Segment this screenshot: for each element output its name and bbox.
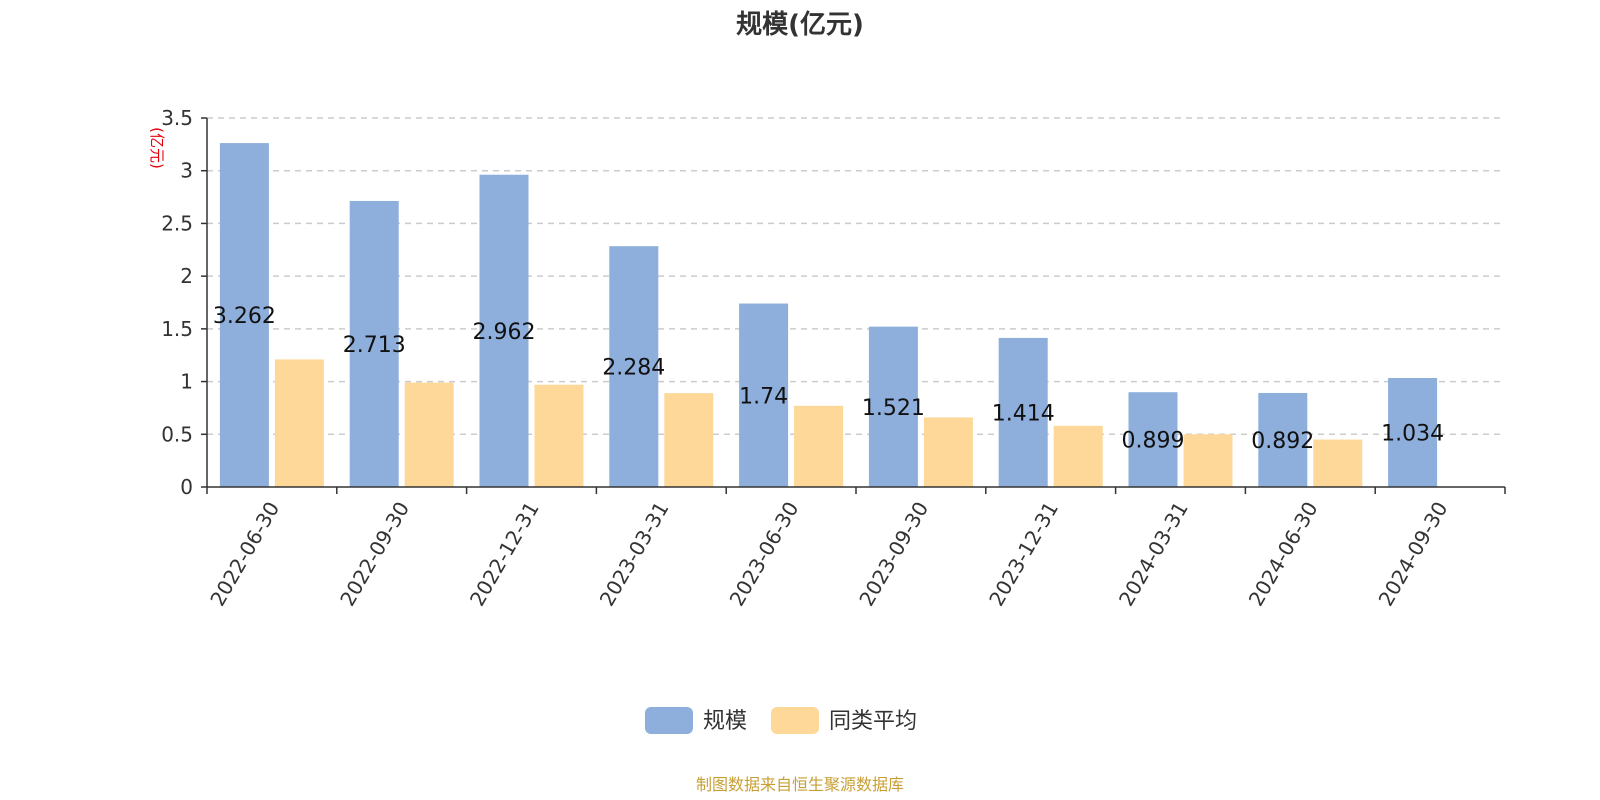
legend-label-scale: 规模	[703, 709, 747, 734]
bar-scale	[1128, 392, 1178, 487]
x-tick-label: 2023-12-31	[984, 498, 1063, 611]
bar-category-average	[794, 405, 844, 487]
x-tick-label: 2024-06-30	[1244, 498, 1323, 611]
bar-value-label: 1.414	[992, 401, 1055, 426]
x-tick-label: 2023-03-31	[595, 498, 674, 611]
x-tick-label: 2023-06-30	[725, 498, 804, 611]
x-tick-label: 2024-09-30	[1374, 498, 1453, 611]
y-tick-label: 0	[180, 475, 193, 499]
x-tick-label: 2023-09-30	[854, 498, 933, 611]
legend-swatch-scale	[645, 707, 693, 734]
x-tick-label: 2022-09-30	[335, 498, 414, 611]
bar-scale	[1258, 392, 1308, 487]
legend: 规模 同类平均	[645, 707, 917, 734]
y-axis-unit-label: (亿元)	[148, 127, 166, 169]
y-tick-label: 3	[180, 159, 193, 183]
data-source-note: 制图数据来自恒生聚源数据库	[696, 775, 904, 794]
bar-scale	[868, 326, 918, 487]
bar-value-label: 1.034	[1381, 421, 1444, 446]
bar-category-average	[404, 382, 454, 487]
bar-category-average	[1053, 425, 1103, 487]
axes	[201, 117, 1506, 494]
y-tick-label: 3.5	[161, 106, 193, 130]
bar-scale	[349, 200, 399, 487]
bar-category-average	[1313, 439, 1363, 487]
bar-category-average	[923, 417, 973, 487]
bar-scale	[1388, 377, 1438, 487]
bar-category-average	[1183, 434, 1233, 487]
bar-value-label: 1.74	[739, 384, 788, 409]
legend-swatch-average	[771, 707, 819, 734]
x-tick-label: 2024-03-31	[1114, 498, 1193, 611]
y-tick-label: 1	[180, 370, 193, 394]
bar-scale	[479, 174, 529, 487]
bar-value-label: 2.962	[473, 320, 536, 345]
bar-scale	[739, 303, 789, 487]
bar-category-average	[534, 384, 584, 487]
bar-value-label: 1.521	[862, 396, 925, 421]
x-tick-label: 2022-12-31	[465, 498, 544, 611]
bar-value-label: 3.262	[213, 304, 276, 329]
y-tick-label: 0.5	[161, 422, 193, 446]
bar-value-label: 0.892	[1251, 429, 1314, 454]
grid-lines	[207, 117, 1505, 436]
y-tick-label: 1.5	[161, 317, 193, 341]
bar-scale	[219, 143, 269, 488]
bar-category-average	[274, 359, 324, 487]
x-tick-label: 2022-06-30	[205, 498, 284, 611]
bar-category-average	[664, 393, 714, 487]
y-tick-labels: 0 0.5 1 1.5 2 2.5 3 3.5	[161, 106, 193, 499]
bar-scale	[998, 337, 1048, 487]
bars-group	[219, 143, 1438, 488]
y-tick-label: 2.5	[161, 211, 193, 235]
bar-value-label: 0.899	[1122, 429, 1185, 454]
x-tick-labels: 2022-06-30 2022-09-30 2022-12-31 2023-03-31…	[205, 498, 1452, 611]
legend-label-average: 同类平均	[829, 709, 917, 734]
y-tick-label: 2	[180, 264, 193, 288]
chart-title: 规模(亿元)	[736, 10, 864, 40]
bar-scale	[609, 246, 659, 487]
bar-value-label: 2.284	[602, 356, 665, 381]
bar-value-labels: 3.262 2.713 2.962 2.284 1.74 1.521 1.414 0.899 0…	[213, 304, 1444, 454]
bar-value-label: 2.713	[343, 333, 406, 358]
